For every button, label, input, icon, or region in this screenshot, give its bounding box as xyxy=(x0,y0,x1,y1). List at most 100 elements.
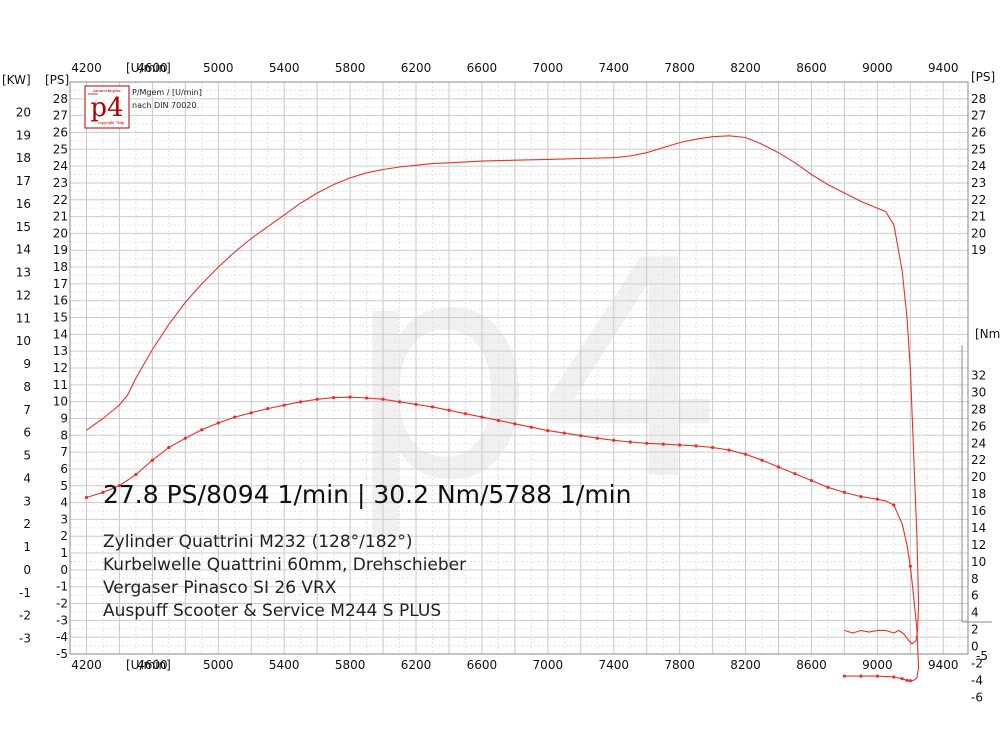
nm-data-point xyxy=(266,406,270,411)
nm-data-point xyxy=(463,412,468,416)
nm-data-point xyxy=(760,458,764,462)
ps-tick-label: 0 xyxy=(60,563,68,577)
nm-data-point xyxy=(200,428,204,432)
nm-data-point xyxy=(875,674,879,678)
nm-tick-label: 16 xyxy=(971,504,986,518)
nm-data-point xyxy=(299,400,303,404)
nm-tick-label: 12 xyxy=(971,538,986,552)
left-kw-label: [KW] xyxy=(2,73,31,87)
nm-data-point xyxy=(496,418,501,423)
nm-data-point xyxy=(381,397,385,401)
top-x-tick-label: 4200 xyxy=(71,61,102,75)
spec-line: Auspuff Scooter & Service M244 S PLUS xyxy=(103,601,441,621)
nm-tick-label: 32 xyxy=(971,369,986,383)
ps-tick-label: 7 xyxy=(60,445,68,459)
kw-tick-label: 10 xyxy=(16,334,31,348)
nm-data-point xyxy=(579,434,583,438)
ps-tick-label: 21 xyxy=(53,210,68,224)
nm-data-point xyxy=(908,679,912,683)
ps-tick-label: 13 xyxy=(53,344,68,358)
right-ps-tick-label: 21 xyxy=(971,210,986,224)
nm-data-point xyxy=(332,395,336,400)
nm-tick-label: 22 xyxy=(971,453,986,467)
ps-tick-label: -4 xyxy=(56,630,68,644)
logo-sub-text: copyright *hdp xyxy=(98,121,125,125)
kw-tick-label: -2 xyxy=(19,609,31,623)
bottom-x-tick-label: 5400 xyxy=(269,658,300,672)
bottom-x-tick-label: 4200 xyxy=(71,658,102,672)
nm-tick-label: -6 xyxy=(971,690,983,704)
right-ps-tick-label: 23 xyxy=(971,176,986,190)
nm-data-point xyxy=(628,440,632,444)
ps-tick-label: 11 xyxy=(53,378,68,392)
right-bottom-label: -5 xyxy=(976,649,988,663)
nm-data-point xyxy=(645,441,649,445)
nm-tick-label: -4 xyxy=(971,673,983,687)
nm-data-point xyxy=(900,677,904,681)
nm-data-point xyxy=(183,436,187,440)
kw-tick-label: 12 xyxy=(16,288,31,302)
nm-data-point xyxy=(727,448,731,452)
nm-data-point xyxy=(150,458,154,462)
bottom-x-tick-label: 6200 xyxy=(401,658,432,672)
nm-data-point xyxy=(249,411,253,415)
right-ps-tick-label: 27 xyxy=(971,109,986,123)
nm-data-point xyxy=(348,395,352,399)
top-x-tick-label: 8200 xyxy=(730,61,761,75)
nm-data-point xyxy=(612,438,616,442)
ps-tick-label: 8 xyxy=(60,428,68,442)
nm-data-point xyxy=(529,425,533,429)
right-ps-tick-label: 26 xyxy=(971,125,986,139)
right-nm-label: [Nm xyxy=(975,327,1000,341)
nm-tick-label: 2 xyxy=(971,623,979,637)
nm-data-point xyxy=(282,403,286,407)
nm-data-point xyxy=(315,397,319,401)
logo-text: p4 xyxy=(90,93,123,123)
nm-data-point xyxy=(694,444,698,448)
series-line-ps xyxy=(86,135,920,645)
nm-tick-label: 14 xyxy=(971,521,986,535)
nm-data-point xyxy=(117,484,122,488)
ps-tick-label: 27 xyxy=(53,109,68,123)
left-ps-axis: -5-4-3-2-1012345678910111213141516171819… xyxy=(53,92,68,661)
ps-tick-label: 28 xyxy=(53,92,68,106)
nm-data-point xyxy=(809,478,814,483)
nm-data-point xyxy=(661,442,665,446)
ps-tick-label: 18 xyxy=(53,260,68,274)
nm-data-point xyxy=(595,436,599,440)
nm-tick-label: 6 xyxy=(971,589,979,603)
bottom-x-tick-label: 6600 xyxy=(467,658,498,672)
nm-data-point xyxy=(216,421,220,425)
kw-tick-label: -3 xyxy=(19,632,31,646)
kw-tick-label: 13 xyxy=(16,266,31,280)
right-ps-tick-label: 19 xyxy=(971,243,986,257)
nm-tick-label: 20 xyxy=(971,470,986,484)
nm-data-point xyxy=(546,429,550,433)
ps-tick-label: 24 xyxy=(53,159,68,173)
nm-data-point xyxy=(776,465,781,469)
kw-tick-label: 15 xyxy=(16,220,31,234)
nm-data-point xyxy=(480,415,484,419)
nm-data-point xyxy=(364,396,369,400)
nm-data-point xyxy=(430,405,435,409)
kw-tick-label: 1 xyxy=(23,540,31,554)
ps-tick-label: 10 xyxy=(53,395,68,409)
kw-tick-label: 18 xyxy=(16,151,31,165)
ps-tick-label: 2 xyxy=(60,529,68,543)
top-x-unit-label: [U/min] xyxy=(126,61,171,75)
kw-tick-label: 11 xyxy=(16,311,31,325)
right-ps-tick-label: 24 xyxy=(971,159,986,173)
nm-data-point xyxy=(892,675,896,679)
ps-tick-label: 17 xyxy=(53,277,68,291)
nm-tick-label: 10 xyxy=(971,555,986,569)
bottom-x-tick-label: 8200 xyxy=(730,658,761,672)
ps-tick-label: 20 xyxy=(53,226,68,240)
logo-frame xyxy=(84,85,130,129)
nm-tick-label: 28 xyxy=(971,402,986,416)
left-ps-label: [PS] xyxy=(45,73,69,87)
headline: 27.8 PS/8094 1/min | 30.2 Nm/5788 1/min xyxy=(103,480,631,509)
ps-tick-label: 15 xyxy=(53,311,68,325)
nm-data-point xyxy=(908,564,912,568)
